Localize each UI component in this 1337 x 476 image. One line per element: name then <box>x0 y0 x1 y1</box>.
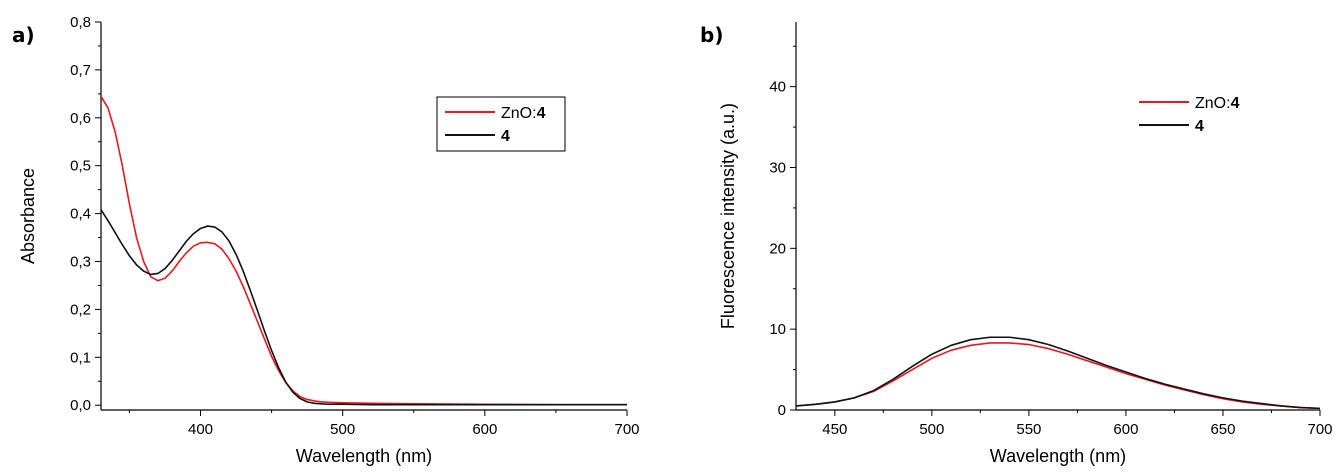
legend: ZnO:4 4 <box>436 96 566 152</box>
series-line-zno-4 <box>101 95 627 406</box>
y-tick-label: 0,4 <box>70 206 91 223</box>
x-axis-title: Wavelength (nm) <box>296 446 432 466</box>
legend: ZnO:4 4 <box>1139 95 1240 135</box>
y-tick-label: 40 <box>769 79 786 96</box>
panel-b: b) 450 500 550 600 650 700 0 10 20 30 40 Wavelength … <box>700 22 1333 466</box>
x-tick-label: 450 <box>822 421 847 438</box>
y-tick-label: 30 <box>769 160 786 177</box>
panel-a: a) 400 500 600 700 0,0 0,1 0,2 0,3 0,4 0,5 0,6 0,7 0,… <box>12 14 640 466</box>
x-tick-label: 400 <box>188 421 213 438</box>
x-tick-label: 650 <box>1210 421 1235 438</box>
y-tick-label: 0,0 <box>70 397 91 414</box>
x-tick-label: 600 <box>1113 421 1138 438</box>
panel-label: a) <box>12 23 35 47</box>
y-tick-label: 0,6 <box>70 110 91 127</box>
x-tick-label: 550 <box>1016 421 1041 438</box>
legend-label: 4 <box>501 128 510 145</box>
legend-frame <box>436 96 566 152</box>
y-tick-label: 0 <box>778 402 786 419</box>
y-axis-title: Absorbance <box>18 168 38 264</box>
y-tick-label: 0,3 <box>70 254 91 271</box>
y-tick-label: 10 <box>769 321 786 338</box>
legend-label: ZnO:4 <box>501 105 546 122</box>
y-axis-title: Fluorescence intensity (a.u.) <box>718 103 738 329</box>
series-line-compound-4 <box>101 209 627 406</box>
x-tick-label: 500 <box>330 421 355 438</box>
x-axis-title: Wavelength (nm) <box>990 446 1126 466</box>
x-tick-label: 700 <box>1307 421 1332 438</box>
x-tick-label: 600 <box>472 421 497 438</box>
x-tick-label: 700 <box>614 421 639 438</box>
panel-label: b) <box>700 23 723 47</box>
y-tick-label: 0,2 <box>70 301 91 318</box>
y-tick-label: 0,8 <box>70 14 91 31</box>
y-tick-label: 0,5 <box>70 158 91 175</box>
legend-label: 4 <box>1195 118 1204 135</box>
y-tick-label: 20 <box>769 240 786 257</box>
series-line-zno-4 <box>796 342 1321 410</box>
y-tick-label: 0,7 <box>70 62 91 79</box>
series-line-compound-4 <box>796 336 1321 410</box>
y-tick-label: 0,1 <box>70 349 91 366</box>
x-tick-label: 500 <box>919 421 944 438</box>
legend-label: ZnO:4 <box>1195 95 1240 112</box>
